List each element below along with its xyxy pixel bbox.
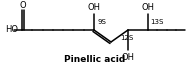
Text: 9S: 9S: [97, 19, 106, 25]
Text: OH: OH: [121, 52, 135, 62]
Text: HO: HO: [5, 25, 18, 34]
Text: 12S: 12S: [120, 35, 133, 41]
Text: O: O: [20, 1, 26, 10]
Text: Pinellic acid: Pinellic acid: [64, 55, 126, 64]
Text: 13S: 13S: [150, 19, 163, 25]
Text: OH: OH: [142, 2, 154, 12]
Text: OH: OH: [88, 2, 101, 12]
